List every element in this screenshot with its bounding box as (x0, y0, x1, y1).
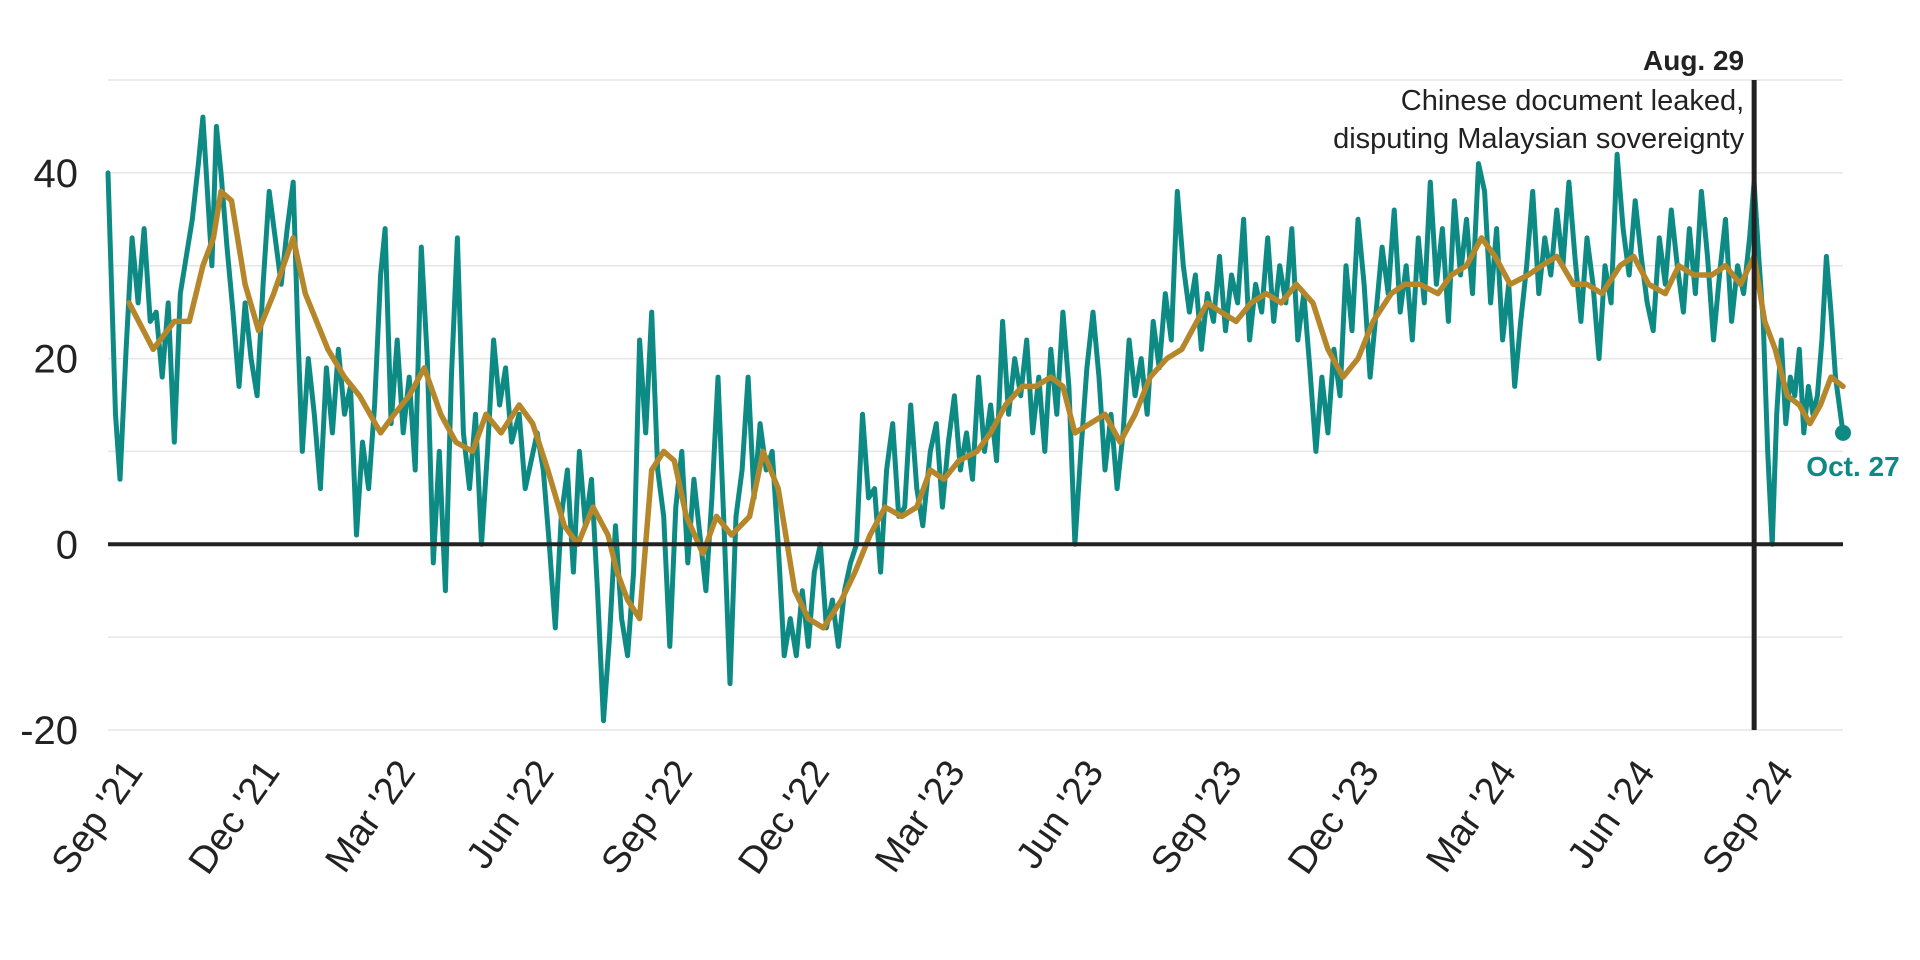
x-tick-label: Mar '22 (318, 753, 424, 880)
x-tick-label: Mar '23 (867, 753, 973, 880)
x-axis-ticks: Sep '21 Dec '21 Mar '22 Jun '22 Sep '22 Dec '… (44, 753, 1802, 882)
series-line-average (126, 188, 1846, 631)
annotation: Aug. 29 Chinese document leaked, disputing… (1333, 45, 1757, 730)
end-point (1835, 424, 1851, 441)
x-tick-label: Dec '22 (731, 753, 839, 882)
x-tick-label: Sep '22 (593, 753, 701, 882)
x-tick-label: Jun '24 (1559, 753, 1663, 877)
x-tick-label: Jun '22 (459, 753, 563, 877)
annotation-date: Aug. 29 (1643, 45, 1744, 76)
series-lines (105, 114, 1846, 724)
y-tick-label: 0 (56, 523, 78, 567)
x-tick-label: Sep '23 (1143, 753, 1251, 882)
end-label: Oct. 27 (1806, 451, 1899, 482)
x-tick-label: Mar '24 (1419, 753, 1525, 880)
y-tick-label: 20 (34, 338, 79, 382)
x-tick-label: Sep '21 (44, 753, 152, 882)
annotation-text: Chinese document leaked, (1401, 85, 1744, 117)
x-tick-label: Dec '23 (1280, 753, 1388, 882)
x-tick-label: Jun '23 (1008, 753, 1112, 877)
x-tick-label: Dec '21 (181, 753, 289, 882)
series-line-daily (105, 114, 1846, 724)
y-tick-label: -20 (20, 709, 78, 753)
x-tick-label: Sep '24 (1694, 753, 1802, 882)
y-tick-label: 40 (34, 152, 79, 196)
annotation-text: disputing Malaysian sovereignty (1333, 123, 1745, 155)
y-axis-ticks: 40 20 0 -20 (20, 152, 78, 753)
end-marker: Oct. 27 (1806, 424, 1900, 482)
